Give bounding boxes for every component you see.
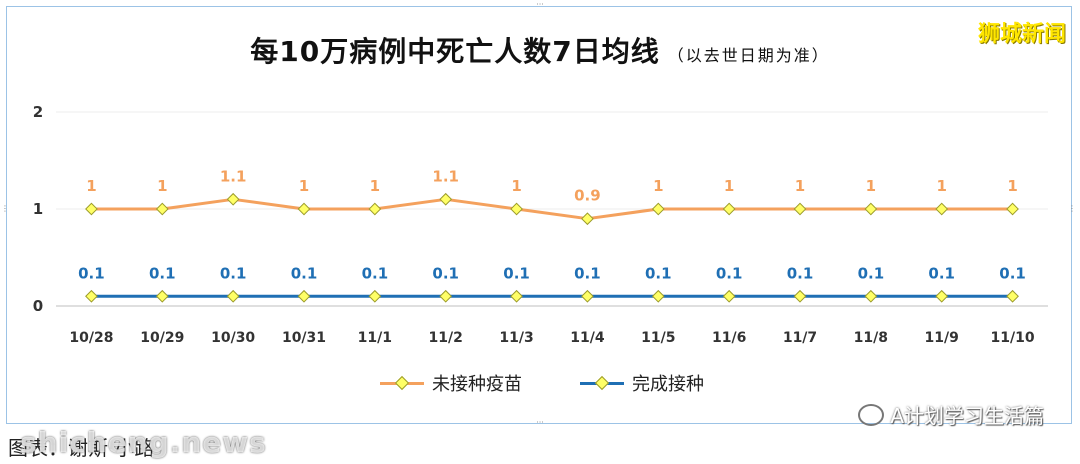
data-point xyxy=(297,289,311,303)
data-label: 1 xyxy=(936,177,946,195)
data-label: 0.1 xyxy=(503,264,530,282)
data-label: 0.1 xyxy=(787,264,814,282)
data-label: 1 xyxy=(86,177,96,195)
data-point xyxy=(864,202,878,216)
y-tick-label: 2 xyxy=(33,103,43,121)
chart-subtitle: （以去世日期为准） xyxy=(667,46,830,65)
data-point xyxy=(226,192,240,206)
chart-caption: 图表：谢斯·小路 xyxy=(8,436,155,460)
data-point xyxy=(368,289,382,303)
legend-item-vaccinated: 完成接种 xyxy=(580,370,704,396)
data-label: 0.1 xyxy=(291,264,318,282)
data-label: 0.1 xyxy=(432,264,459,282)
data-label: 0.1 xyxy=(858,264,885,282)
data-point xyxy=(793,289,807,303)
legend-label-vaccinated: 完成接种 xyxy=(632,374,704,395)
data-point xyxy=(935,289,949,303)
data-point xyxy=(581,289,594,303)
legend-swatch-unvaccinated xyxy=(380,375,424,390)
y-tick-label: 0 xyxy=(33,297,43,315)
data-point xyxy=(297,202,311,216)
data-label: 1 xyxy=(157,177,167,195)
x-tick-label: 10/30 xyxy=(211,330,255,346)
series-line xyxy=(91,197,1013,221)
wechat-icon xyxy=(858,403,885,426)
data-point xyxy=(155,289,169,303)
resize-handle-left[interactable]: ⋮ xyxy=(1,204,9,213)
wechat-account-name: A计划学习生活篇 xyxy=(890,404,1044,428)
data-label: 0.1 xyxy=(716,264,743,282)
x-tick-label: 11/3 xyxy=(499,330,533,346)
data-point xyxy=(439,192,453,206)
data-point xyxy=(722,202,736,216)
data-point xyxy=(651,202,665,216)
data-point xyxy=(793,202,807,216)
site-watermark: shicheng.news xyxy=(20,426,267,459)
data-point xyxy=(510,289,523,303)
legend-swatch-vaccinated xyxy=(580,375,624,390)
x-tick-label: 11/10 xyxy=(991,330,1035,346)
legend: 未接种疫苗 完成接种 xyxy=(380,370,704,396)
data-label: 0.1 xyxy=(362,264,389,282)
resize-handle-right[interactable]: ⋮ xyxy=(1068,204,1076,213)
legend-item-unvaccinated: 未接种疫苗 xyxy=(380,370,522,396)
resize-handle-bottom[interactable]: ··· xyxy=(536,418,544,427)
data-point xyxy=(155,202,169,216)
data-label: 1 xyxy=(511,177,521,195)
data-label: 0.1 xyxy=(149,264,176,282)
data-label: 0.1 xyxy=(220,264,247,282)
data-label: 1 xyxy=(724,177,734,195)
data-point xyxy=(368,202,382,216)
data-label: 1 xyxy=(370,177,380,195)
data-point xyxy=(864,289,878,303)
x-tick-label: 10/28 xyxy=(69,330,113,346)
data-label: 0.9 xyxy=(574,187,601,205)
data-point xyxy=(510,202,523,216)
data-label: 0.1 xyxy=(999,264,1026,282)
data-point xyxy=(1006,289,1019,303)
x-tick-label: 11/8 xyxy=(854,330,888,346)
data-point xyxy=(1006,202,1019,216)
x-tick-label: 11/9 xyxy=(925,330,959,346)
data-point xyxy=(85,202,98,216)
chart-title: 每10万病例中死亡人数7日均线 （以去世日期为准） xyxy=(0,30,1080,70)
data-label: 0.1 xyxy=(78,264,105,282)
data-label: 1 xyxy=(866,177,876,195)
x-tick-label: 10/31 xyxy=(282,330,326,346)
data-point xyxy=(651,289,665,303)
x-tick-label: 10/29 xyxy=(140,330,184,346)
x-tick-label: 11/6 xyxy=(712,330,746,346)
x-tick-label: 11/4 xyxy=(570,330,605,346)
data-label: 1 xyxy=(1007,177,1017,195)
data-point xyxy=(85,289,98,303)
x-tick-label: 11/2 xyxy=(429,330,463,346)
data-label: 1.1 xyxy=(220,167,247,185)
brand-logo: 狮城新闻 xyxy=(977,22,1066,47)
data-point xyxy=(439,289,453,303)
legend-label-unvaccinated: 未接种疫苗 xyxy=(432,374,522,395)
wechat-watermark: A计划学习生活篇 xyxy=(858,400,1044,429)
data-point xyxy=(722,289,736,303)
resize-handle-top[interactable]: ··· xyxy=(536,0,544,9)
x-tick-label: 11/7 xyxy=(783,330,817,346)
x-tick-label: 11/1 xyxy=(358,330,392,346)
data-point xyxy=(226,289,240,303)
data-label: 1 xyxy=(795,177,805,195)
data-label: 0.1 xyxy=(645,264,672,282)
y-tick-label: 1 xyxy=(33,200,43,218)
data-point xyxy=(935,202,949,216)
x-tick-label: 11/5 xyxy=(641,330,675,346)
data-label: 1 xyxy=(653,177,663,195)
data-label: 0.1 xyxy=(574,264,601,282)
data-point xyxy=(581,212,594,226)
chart-title-text: 每10万病例中死亡人数7日均线 xyxy=(250,35,660,68)
data-label: 1 xyxy=(299,177,309,195)
chart-frame xyxy=(6,6,1072,424)
data-label: 1.1 xyxy=(432,167,459,185)
data-label: 0.1 xyxy=(928,264,955,282)
